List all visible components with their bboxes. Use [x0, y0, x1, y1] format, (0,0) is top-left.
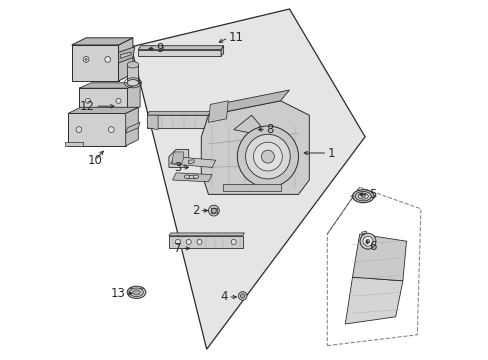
Ellipse shape [127, 62, 139, 68]
Polygon shape [352, 234, 406, 281]
Text: 9: 9 [156, 42, 163, 55]
Text: 11: 11 [228, 31, 243, 44]
Circle shape [362, 236, 372, 246]
Polygon shape [138, 46, 223, 50]
Circle shape [253, 142, 282, 171]
Polygon shape [168, 233, 244, 236]
Polygon shape [72, 38, 133, 45]
Circle shape [211, 208, 216, 213]
Polygon shape [201, 101, 309, 194]
Polygon shape [208, 101, 228, 122]
Polygon shape [79, 88, 127, 112]
Circle shape [245, 134, 289, 179]
Polygon shape [147, 112, 253, 115]
Text: 12: 12 [80, 100, 95, 113]
Polygon shape [147, 115, 158, 130]
Polygon shape [64, 142, 82, 146]
Circle shape [85, 98, 90, 103]
Ellipse shape [133, 290, 140, 294]
Polygon shape [127, 83, 140, 112]
Polygon shape [172, 173, 212, 182]
Text: 10: 10 [87, 154, 102, 167]
Polygon shape [223, 184, 280, 191]
Ellipse shape [127, 286, 145, 298]
Polygon shape [168, 149, 188, 167]
Ellipse shape [184, 175, 189, 179]
Circle shape [175, 239, 180, 244]
Text: 8: 8 [265, 123, 273, 136]
Ellipse shape [352, 190, 373, 203]
Circle shape [208, 205, 219, 216]
Polygon shape [168, 236, 242, 248]
Circle shape [238, 292, 246, 300]
Circle shape [237, 126, 298, 187]
Text: 13: 13 [111, 287, 125, 300]
Polygon shape [350, 195, 353, 197]
Polygon shape [118, 38, 133, 81]
Polygon shape [170, 157, 215, 167]
Circle shape [76, 127, 81, 132]
Polygon shape [172, 152, 183, 164]
Polygon shape [361, 231, 366, 234]
Polygon shape [68, 107, 138, 113]
Polygon shape [79, 83, 140, 88]
Polygon shape [125, 122, 140, 133]
Polygon shape [68, 113, 125, 146]
Circle shape [104, 57, 110, 62]
Text: 3: 3 [174, 161, 181, 174]
Polygon shape [147, 115, 251, 128]
Text: 4: 4 [221, 291, 228, 303]
Polygon shape [125, 107, 138, 146]
Circle shape [359, 233, 375, 249]
Circle shape [85, 58, 87, 60]
Polygon shape [208, 90, 289, 115]
Polygon shape [188, 160, 194, 164]
Circle shape [197, 239, 202, 244]
Polygon shape [140, 287, 142, 289]
Polygon shape [120, 52, 131, 58]
Polygon shape [131, 9, 365, 349]
Polygon shape [221, 46, 223, 56]
Text: 6: 6 [368, 240, 375, 253]
Text: 5: 5 [368, 188, 375, 201]
Polygon shape [72, 45, 118, 81]
Ellipse shape [354, 192, 371, 201]
Ellipse shape [193, 175, 198, 179]
Polygon shape [233, 115, 260, 133]
Text: 1: 1 [326, 147, 334, 159]
Circle shape [186, 239, 191, 244]
Circle shape [108, 127, 114, 132]
Text: 2: 2 [192, 204, 199, 217]
Circle shape [366, 239, 369, 243]
Ellipse shape [361, 195, 365, 197]
Polygon shape [127, 65, 138, 83]
Polygon shape [372, 195, 375, 197]
Circle shape [231, 239, 236, 244]
Polygon shape [186, 175, 196, 178]
Polygon shape [118, 47, 134, 63]
Circle shape [83, 57, 89, 62]
Polygon shape [138, 50, 221, 56]
Polygon shape [251, 126, 260, 144]
Circle shape [240, 294, 244, 298]
Polygon shape [345, 277, 402, 324]
Polygon shape [130, 287, 132, 289]
Circle shape [261, 150, 274, 163]
Text: 7: 7 [174, 242, 181, 255]
Ellipse shape [129, 288, 143, 297]
Circle shape [116, 98, 121, 103]
Ellipse shape [358, 193, 367, 199]
Ellipse shape [127, 80, 139, 86]
